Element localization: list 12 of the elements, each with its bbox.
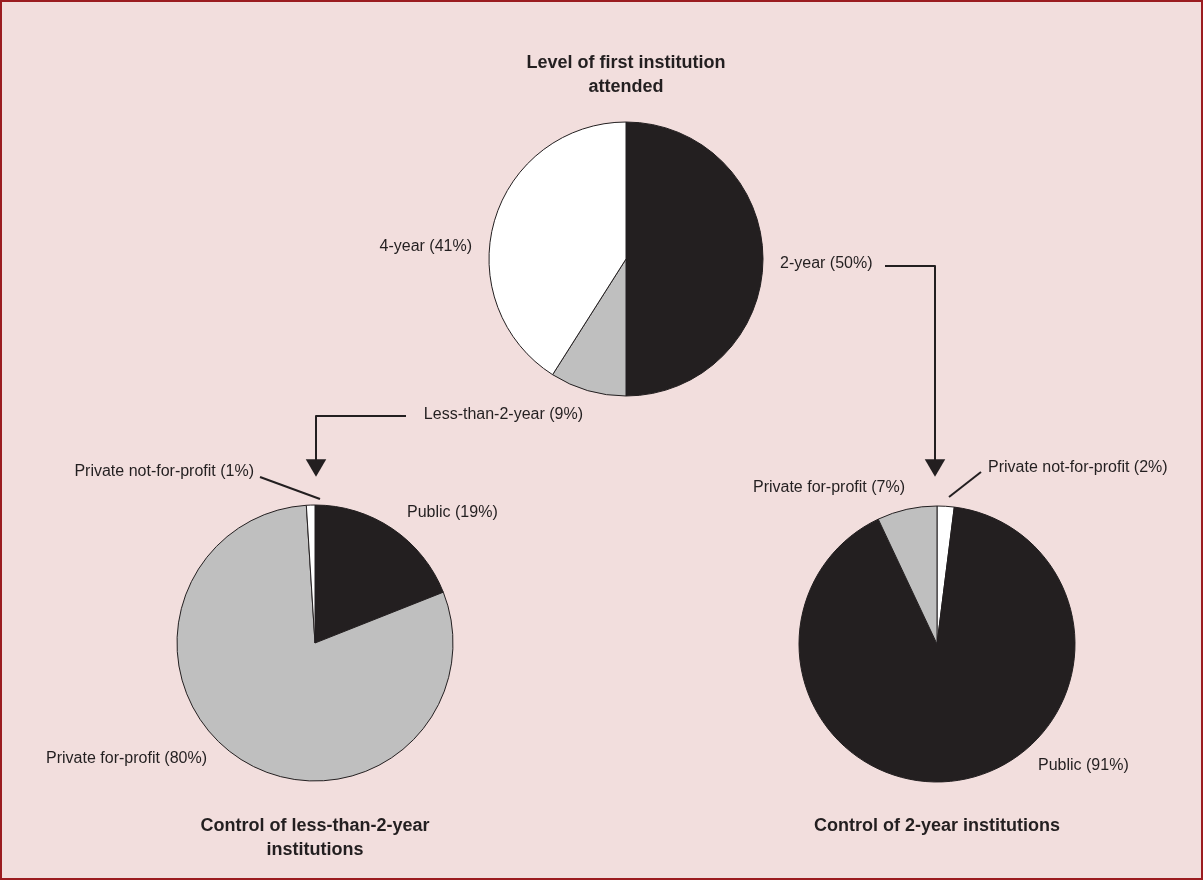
slice-label: Less-than-2-year (9%): [423, 405, 583, 422]
slice-label: Public (19%): [407, 503, 498, 520]
slice-label: Private not-for-profit (1%): [74, 462, 254, 479]
chart-title: Level of first institution attended: [526, 52, 726, 96]
slice-label: 2-year (50%): [780, 254, 873, 271]
text: Control of 2-year institutions: [813, 815, 1061, 835]
text: Control of less-than-2-year institutions: [200, 815, 430, 859]
slice-label: 4-year (41%): [379, 237, 472, 254]
slice-label: Private not-for-profit (2%): [988, 458, 1168, 475]
slice-label: Private for-profit (80%): [46, 749, 207, 766]
slice-label: Private for-profit (7%): [752, 478, 905, 495]
slice-label: Public (91%): [1038, 756, 1129, 773]
